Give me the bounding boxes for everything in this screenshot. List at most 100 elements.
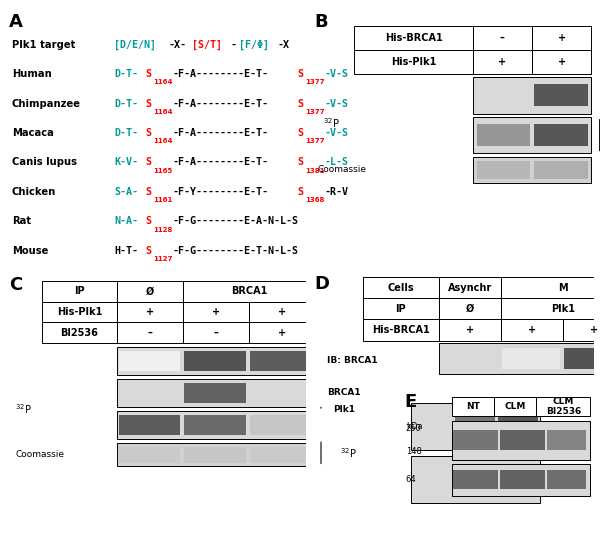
Text: -F-A--------E-T-: -F-A--------E-T- (172, 158, 268, 167)
Text: Coomassie: Coomassie (15, 450, 64, 459)
Bar (183, 302, 249, 322)
Text: Asynchr: Asynchr (448, 282, 492, 293)
Text: S: S (145, 128, 151, 138)
Text: [F/Φ]: [F/Φ] (239, 40, 269, 50)
Bar (249, 322, 315, 343)
Bar (532, 50, 591, 73)
Text: IP: IP (74, 286, 85, 296)
Bar (497, 413, 538, 441)
Text: 1161: 1161 (153, 197, 172, 203)
Bar (452, 397, 494, 416)
Text: -V-S: -V-S (324, 69, 348, 79)
Text: Plk1: Plk1 (333, 405, 355, 414)
Text: –: – (500, 33, 505, 43)
Bar (249, 302, 315, 322)
Text: 1164: 1164 (153, 79, 173, 85)
Text: A: A (9, 13, 23, 31)
Bar (410, 456, 541, 503)
Text: D-T-: D-T- (114, 69, 138, 79)
Text: K-V-: K-V- (114, 158, 138, 167)
Text: S: S (145, 187, 151, 197)
Text: +: + (212, 307, 220, 317)
Bar (354, 26, 473, 50)
Bar (535, 84, 587, 106)
Bar (455, 465, 495, 493)
Text: BI2536: BI2536 (61, 327, 98, 338)
Text: BRCA1: BRCA1 (327, 389, 361, 398)
Bar (117, 347, 315, 375)
Text: -F-A--------E-T-: -F-A--------E-T- (172, 99, 268, 109)
Bar (119, 446, 181, 463)
Text: D: D (315, 274, 330, 293)
Bar (250, 446, 311, 463)
Text: -F-A--------E-T-: -F-A--------E-T- (172, 128, 268, 138)
Text: N-A-: N-A- (114, 216, 138, 226)
Text: +: + (528, 325, 536, 335)
Text: IB: BRCA1: IB: BRCA1 (327, 356, 377, 366)
Bar (452, 421, 590, 459)
Text: 1165: 1165 (153, 168, 172, 174)
Bar (363, 298, 439, 319)
Bar (497, 465, 538, 493)
Bar (439, 298, 501, 319)
Text: -F-G--------E-A-N-L-S: -F-G--------E-A-N-L-S (172, 216, 298, 226)
Text: [S/T]: [S/T] (192, 40, 222, 50)
Text: 1368: 1368 (305, 197, 324, 203)
Text: S: S (145, 69, 151, 79)
Text: +: + (590, 325, 598, 335)
Bar (473, 77, 591, 114)
Text: S-A-: S-A- (114, 187, 138, 197)
Text: +: + (557, 57, 566, 67)
Text: His-BRCA1: His-BRCA1 (372, 325, 430, 335)
Bar (119, 351, 181, 371)
Text: S: S (145, 99, 151, 109)
Text: Canis lupus: Canis lupus (12, 158, 77, 167)
Bar (501, 277, 600, 298)
Bar (439, 343, 600, 374)
Text: S: S (297, 69, 303, 79)
Text: IP: IP (395, 304, 406, 314)
Text: S: S (297, 187, 303, 197)
Text: $^{32}$P: $^{32}$P (15, 402, 32, 416)
Bar (454, 470, 497, 489)
Bar (501, 319, 563, 340)
Text: 1377: 1377 (305, 79, 325, 85)
Text: S: S (145, 216, 151, 226)
Text: –: – (148, 327, 152, 338)
Text: BRCA1: BRCA1 (231, 286, 267, 296)
Bar (500, 430, 545, 450)
Bar (478, 124, 530, 146)
Text: $^{32}$P: $^{32}$P (323, 116, 340, 130)
Text: E: E (404, 393, 416, 411)
Text: [D/E/N]: [D/E/N] (114, 40, 156, 50)
Text: +: + (466, 325, 474, 335)
Bar (42, 302, 117, 322)
Text: C: C (9, 276, 22, 294)
Text: $^{32}$P: $^{32}$P (340, 446, 357, 460)
Bar (473, 50, 532, 73)
Bar (473, 117, 591, 153)
Bar (439, 277, 501, 298)
Text: Plk1: Plk1 (551, 304, 575, 314)
Text: kDa: kDa (406, 422, 422, 431)
Text: 1127: 1127 (153, 256, 172, 262)
Text: 1377: 1377 (305, 109, 325, 115)
Bar (184, 415, 246, 435)
Bar (501, 298, 600, 319)
Bar (117, 322, 183, 343)
Bar (439, 319, 501, 340)
Text: 1164: 1164 (153, 138, 173, 144)
Text: +: + (278, 327, 286, 338)
Text: -V-S: -V-S (324, 128, 348, 138)
Bar (410, 403, 541, 450)
Text: -R-V: -R-V (324, 187, 348, 197)
Text: Cells: Cells (388, 282, 414, 293)
Text: Rat: Rat (12, 216, 31, 226)
Bar (183, 281, 315, 302)
Bar (117, 281, 183, 302)
Bar (547, 470, 586, 489)
Text: -L-S: -L-S (324, 158, 348, 167)
Bar (117, 443, 315, 466)
Bar (536, 397, 590, 416)
Bar (42, 281, 117, 302)
